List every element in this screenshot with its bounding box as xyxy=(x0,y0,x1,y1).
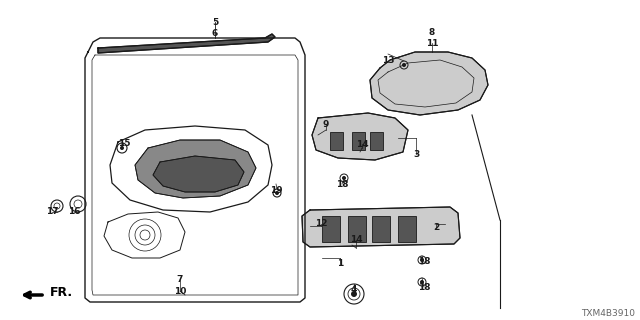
Polygon shape xyxy=(370,52,488,115)
Text: 8: 8 xyxy=(429,28,435,36)
Bar xyxy=(352,132,365,150)
Text: 13: 13 xyxy=(381,55,394,65)
Circle shape xyxy=(420,280,424,284)
Circle shape xyxy=(420,258,424,262)
Circle shape xyxy=(120,146,124,150)
Circle shape xyxy=(275,191,279,195)
Bar xyxy=(322,216,340,242)
Text: 5: 5 xyxy=(212,18,218,27)
Text: 14: 14 xyxy=(356,140,368,148)
Text: 17: 17 xyxy=(45,207,58,217)
Text: 7: 7 xyxy=(177,276,183,284)
Text: 10: 10 xyxy=(174,286,186,295)
Polygon shape xyxy=(153,156,244,192)
Text: FR.: FR. xyxy=(50,286,73,300)
Text: 11: 11 xyxy=(426,38,438,47)
Text: 14: 14 xyxy=(349,236,362,244)
Text: 4: 4 xyxy=(351,285,357,294)
Circle shape xyxy=(351,291,357,297)
Bar xyxy=(372,216,390,242)
Polygon shape xyxy=(302,207,460,247)
Text: 19: 19 xyxy=(269,186,282,195)
Polygon shape xyxy=(98,34,275,53)
Text: 9: 9 xyxy=(323,119,329,129)
Text: 18: 18 xyxy=(418,283,430,292)
Bar xyxy=(398,216,416,242)
Text: 1: 1 xyxy=(337,260,343,268)
Text: 6: 6 xyxy=(212,28,218,37)
Text: 2: 2 xyxy=(433,223,439,233)
Bar xyxy=(370,132,383,150)
Text: 18: 18 xyxy=(336,180,348,188)
Text: 16: 16 xyxy=(68,207,80,217)
Polygon shape xyxy=(135,140,256,198)
Text: TXM4B3910: TXM4B3910 xyxy=(581,309,635,318)
Circle shape xyxy=(402,63,406,67)
Text: 3: 3 xyxy=(413,149,419,158)
Text: 18: 18 xyxy=(418,258,430,267)
Circle shape xyxy=(342,176,346,180)
Polygon shape xyxy=(312,113,408,160)
Text: 15: 15 xyxy=(118,139,131,148)
Bar xyxy=(348,216,366,242)
Text: 12: 12 xyxy=(315,220,327,228)
Bar xyxy=(330,132,343,150)
